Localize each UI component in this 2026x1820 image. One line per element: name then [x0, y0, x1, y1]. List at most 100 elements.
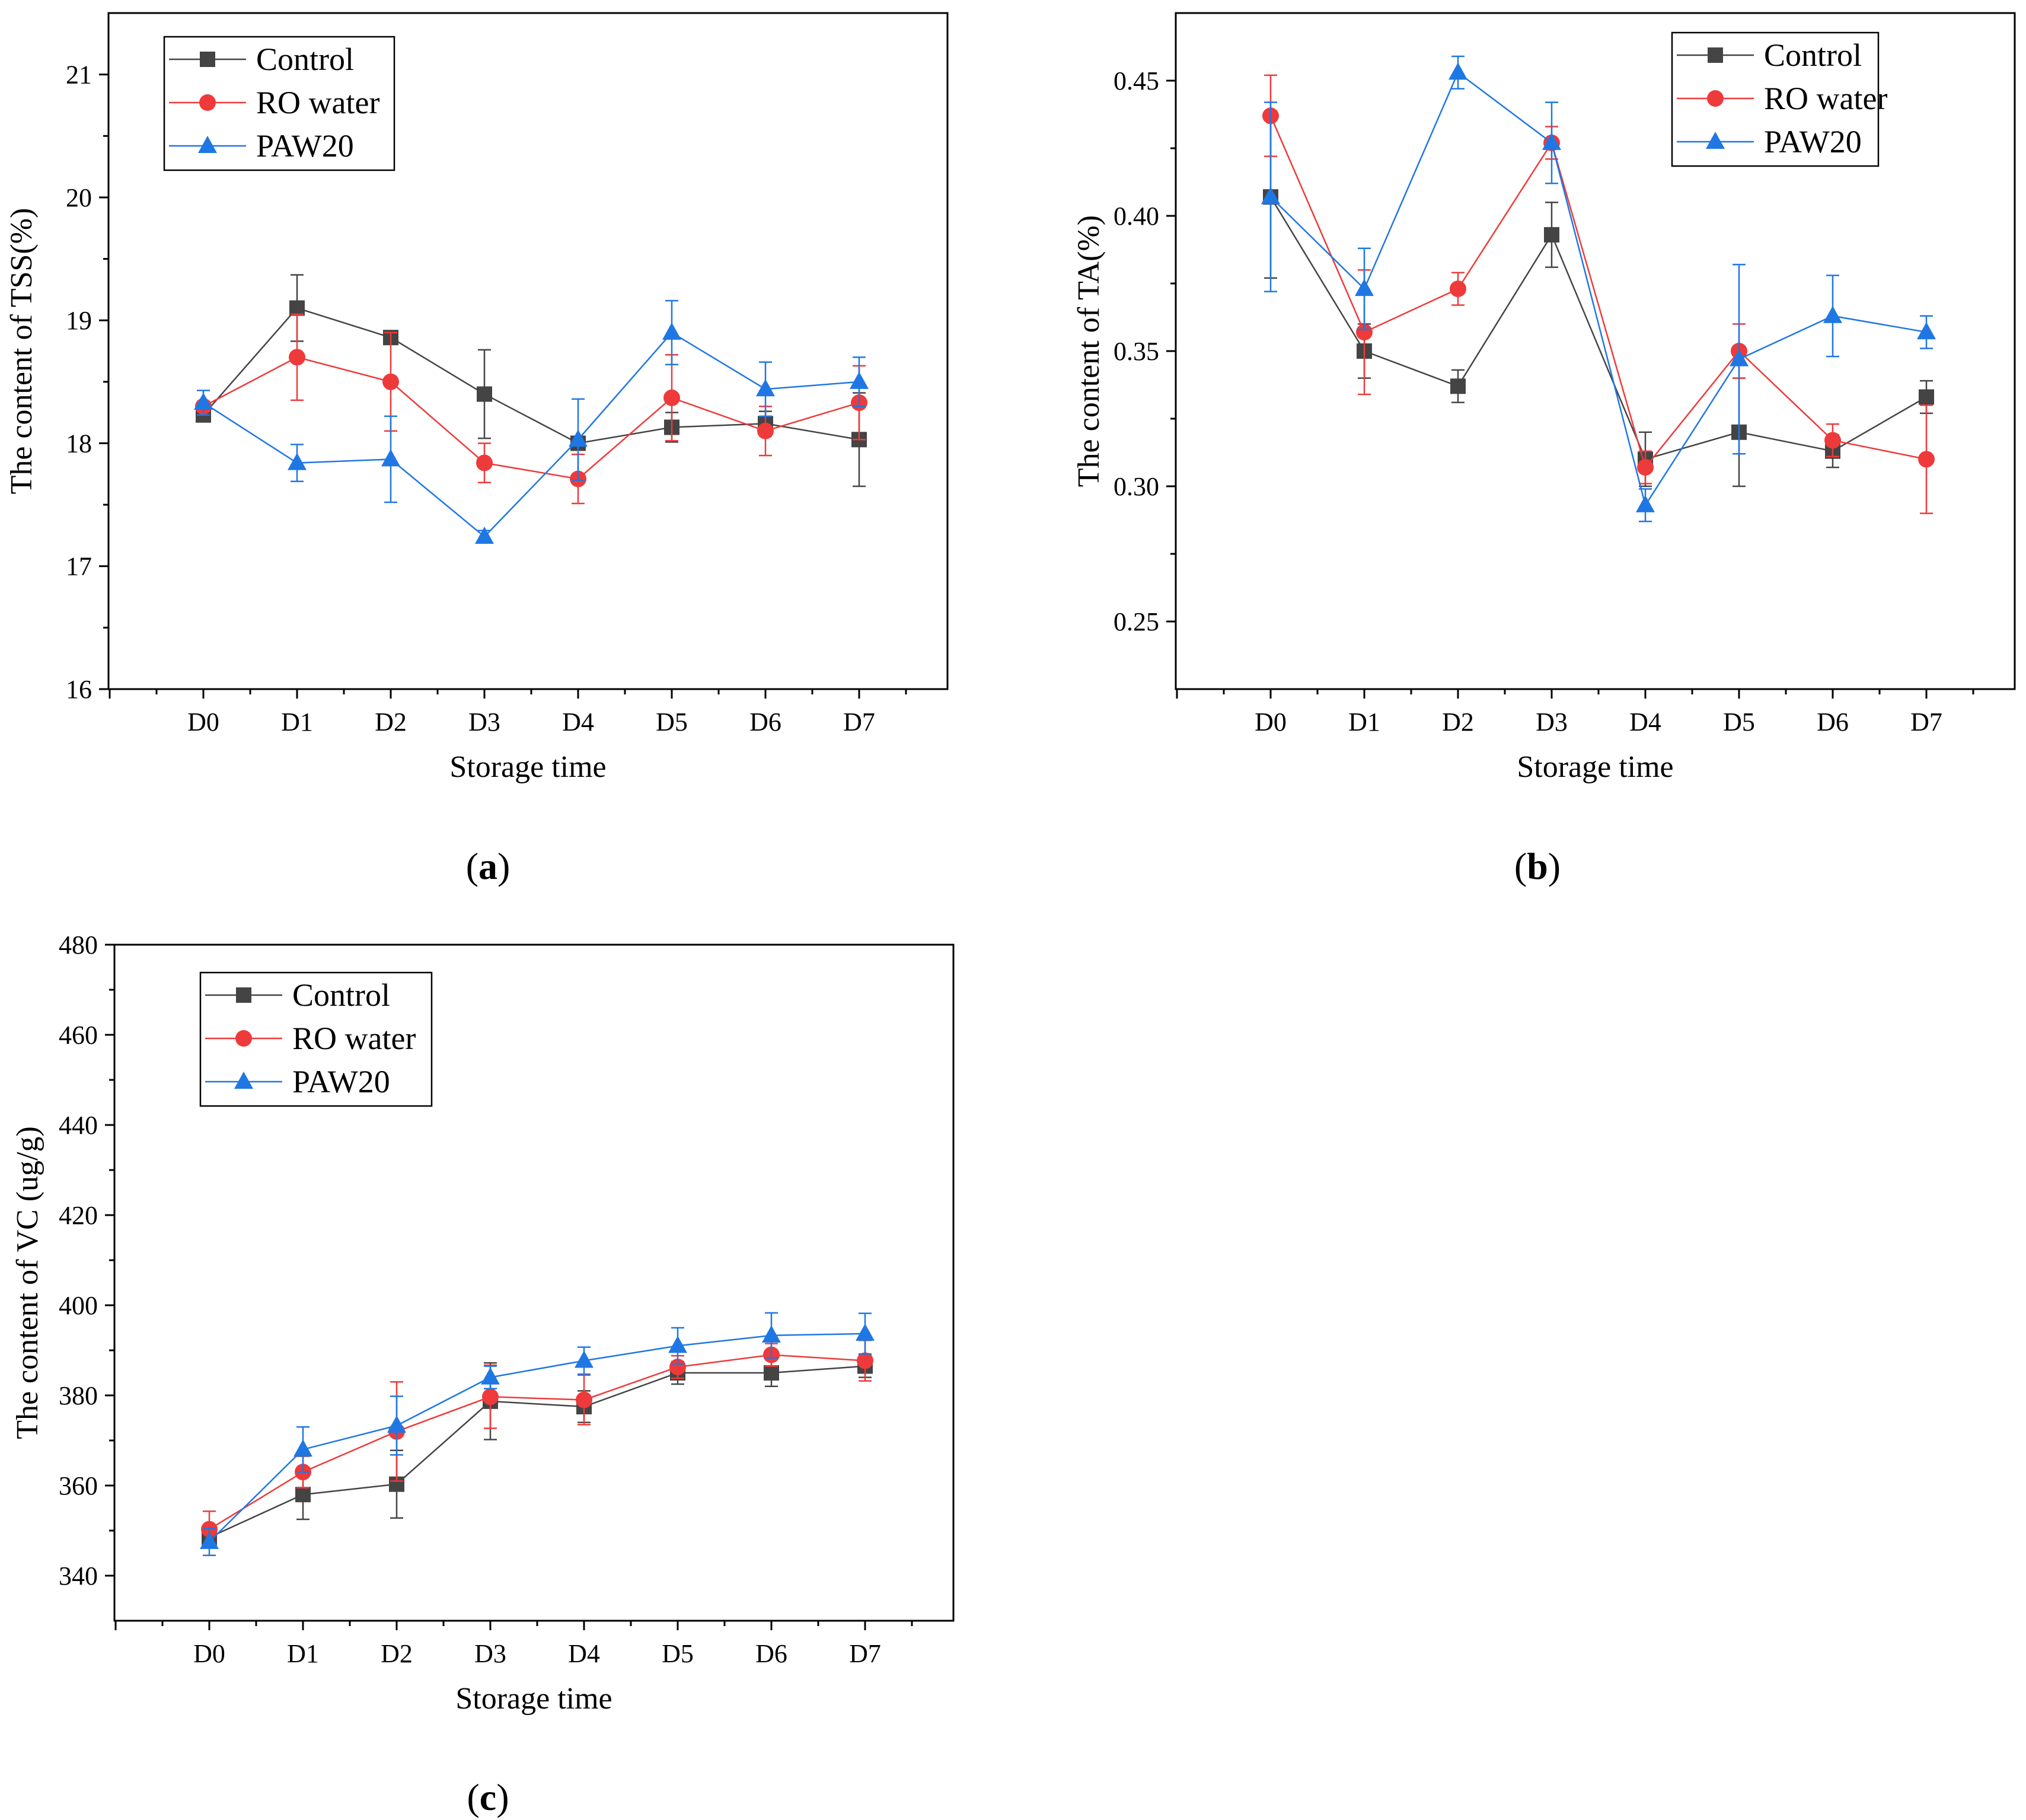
- data-point: [1544, 227, 1559, 243]
- data-point: [200, 1532, 219, 1549]
- legend-label: Control: [256, 42, 354, 77]
- legend-marker: [1707, 90, 1724, 107]
- data-point: [857, 1352, 873, 1369]
- data-point: [575, 1350, 594, 1368]
- x-tick-label: D1: [281, 707, 313, 737]
- series-line: [203, 332, 860, 538]
- series-paw20: [200, 1312, 875, 1557]
- x-tick-label: D2: [381, 1639, 413, 1668]
- legend-marker: [235, 1030, 252, 1047]
- legend-label: Control: [1764, 37, 1862, 73]
- data-point: [1824, 432, 1841, 449]
- y-tick-label: 0.30: [1113, 472, 1159, 501]
- x-tick-label: D3: [1536, 707, 1568, 737]
- data-point: [481, 1367, 500, 1385]
- y-tick-label: 20: [66, 183, 92, 212]
- panel-label: (b): [1514, 845, 1561, 887]
- x-tick-label: D3: [468, 707, 500, 737]
- x-tick-label: D4: [568, 1639, 600, 1668]
- legend-marker: [198, 136, 217, 153]
- x-tick-label: D5: [656, 707, 688, 737]
- data-point: [668, 1335, 687, 1353]
- data-point: [1919, 389, 1934, 405]
- y-tick-label: 17: [66, 552, 92, 581]
- plot-frame: [107, 12, 949, 690]
- legend-marker: [1708, 47, 1723, 63]
- legend: Control RO water PAW20: [199, 971, 433, 1107]
- y-axis-title: The content of TA(%): [1072, 215, 1106, 487]
- legend-label: RO water: [256, 85, 379, 120]
- x-tick-label: D4: [562, 707, 594, 737]
- data-point: [856, 1323, 875, 1341]
- x-tick-label: D6: [755, 1639, 787, 1668]
- legend-marker: [236, 987, 251, 1003]
- data-point: [1730, 349, 1749, 366]
- panel-label: (c): [467, 1776, 509, 1818]
- y-axis-title: The content of TSS(%): [5, 208, 39, 495]
- legend-marker: [200, 52, 215, 67]
- x-tick-label: D2: [375, 707, 407, 737]
- legend-label: Control: [292, 977, 390, 1013]
- series-paw20: [194, 299, 869, 544]
- x-axis-title: Storage time: [449, 750, 606, 784]
- x-tick-label: D4: [1629, 707, 1661, 737]
- series-ro-water: [195, 313, 867, 505]
- legend: Control RO water PAW20: [163, 36, 395, 171]
- series-paw20: [1261, 55, 1936, 522]
- series-line: [209, 1365, 866, 1538]
- y-tick-label: 340: [59, 1561, 98, 1590]
- data-point: [669, 1359, 686, 1376]
- data-point: [1823, 305, 1842, 323]
- series-line: [1269, 115, 1927, 469]
- data-point: [477, 386, 492, 402]
- data-point: [482, 1388, 499, 1405]
- panel-label: (a): [466, 845, 511, 887]
- data-point: [576, 1391, 592, 1408]
- y-tick-label: 400: [59, 1291, 98, 1320]
- data-point: [850, 371, 869, 389]
- data-point: [293, 1439, 312, 1457]
- x-axis-title: Storage time: [1517, 750, 1673, 784]
- data-point: [382, 373, 399, 390]
- legend-marker: [234, 1072, 253, 1089]
- data-point: [662, 322, 681, 340]
- data-point: [289, 349, 305, 366]
- plot-frame: [1175, 12, 2016, 690]
- data-point: [1450, 378, 1466, 394]
- series-line: [203, 307, 860, 444]
- x-tick-label: D2: [1442, 707, 1474, 737]
- x-tick-label: D0: [1255, 707, 1287, 737]
- y-tick-label: 21: [66, 60, 92, 90]
- x-tick-label: D3: [474, 1639, 506, 1668]
- y-axis-title: The content of VC (ug/g): [11, 1126, 44, 1439]
- data-point: [663, 389, 680, 406]
- chart-b: D0 D1 D2 D3 D4 D5 D6 D7 0.25 0.30 0.35 0.40 0.45 Stor…: [1072, 12, 2016, 887]
- data-point: [194, 393, 213, 410]
- legend-label: PAW20: [1764, 124, 1862, 160]
- data-point: [762, 1325, 781, 1343]
- data-point: [1448, 62, 1467, 80]
- data-point: [1542, 132, 1561, 150]
- data-point: [295, 1487, 311, 1503]
- x-tick-label: D7: [1910, 707, 1942, 737]
- legend-marker: [199, 94, 216, 111]
- legend-label: RO water: [292, 1021, 416, 1056]
- data-point: [1450, 281, 1466, 298]
- data-point: [1636, 495, 1655, 512]
- x-tick-label: D0: [187, 707, 219, 737]
- chart-c: D0 D1 D2 D3 D4 D5 D6 D7 340 360 380 400 420 440 460 480…: [11, 930, 955, 1818]
- x-tick-label: D7: [843, 707, 875, 737]
- legend-marker: [1706, 132, 1725, 149]
- y-tick-label: 19: [66, 306, 92, 335]
- legend-label: PAW20: [292, 1064, 390, 1099]
- panel-letter: a: [478, 845, 497, 887]
- panel-letter: c: [480, 1776, 496, 1818]
- data-point: [1356, 324, 1373, 341]
- x-tick-label: D1: [1348, 707, 1380, 737]
- data-point: [569, 429, 588, 447]
- x-tick-label: D0: [193, 1639, 225, 1668]
- y-tick-label: 0.40: [1113, 202, 1159, 231]
- x-tick-label: D6: [1817, 707, 1849, 737]
- chart-a: D0 D1 D2 D3 D4 D5 D6 D7 16 17 18 19 20 21 Storage time…: [5, 12, 949, 887]
- y-tick-label: 360: [59, 1471, 98, 1500]
